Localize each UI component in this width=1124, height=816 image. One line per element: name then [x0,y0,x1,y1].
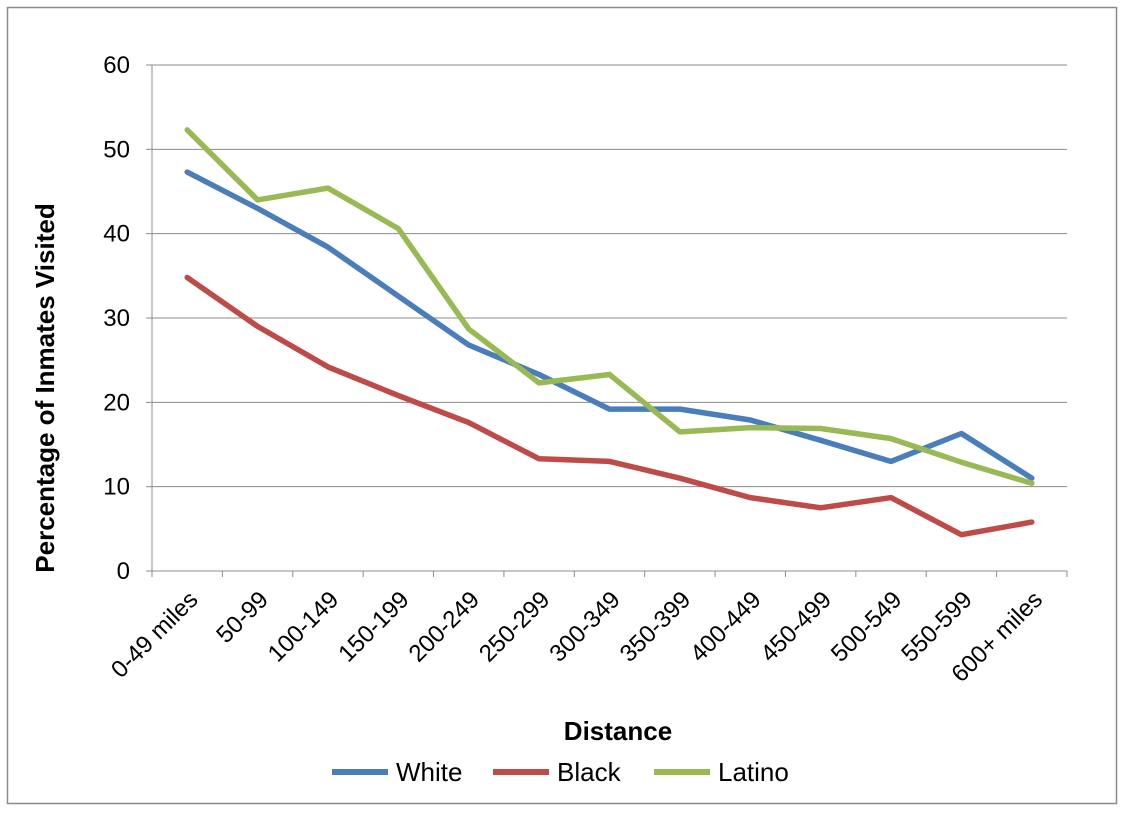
series-line-white [184,169,1035,481]
axes [146,64,1068,577]
y-tick-labels: 0 10 20 30 40 50 60 [103,52,130,585]
y-tick-label: 50 [103,136,130,163]
series-line-black [184,274,1035,538]
y-tick-label: 20 [103,389,130,416]
series-lines [184,127,1035,538]
y-tick-label: 0 [117,558,130,585]
legend-label: Black [557,757,622,787]
y-tick-label: 40 [103,221,130,248]
legend-item-latino: Latino [654,757,789,787]
legend: White Black Latino [332,757,789,787]
series-line-latino [184,127,1035,487]
y-tick-label: 60 [103,52,130,79]
legend-label: White [396,757,462,787]
chart-border [6,6,1118,805]
y-tick-label: 30 [103,305,130,332]
y-axis-title: Percentage of Inmates Visited [30,203,60,572]
legend-item-black: Black [493,757,622,787]
x-axis-title: Distance [564,716,672,746]
legend-label: Latino [718,757,789,787]
y-tick-label: 10 [103,474,130,501]
legend-item-white: White [332,757,462,787]
